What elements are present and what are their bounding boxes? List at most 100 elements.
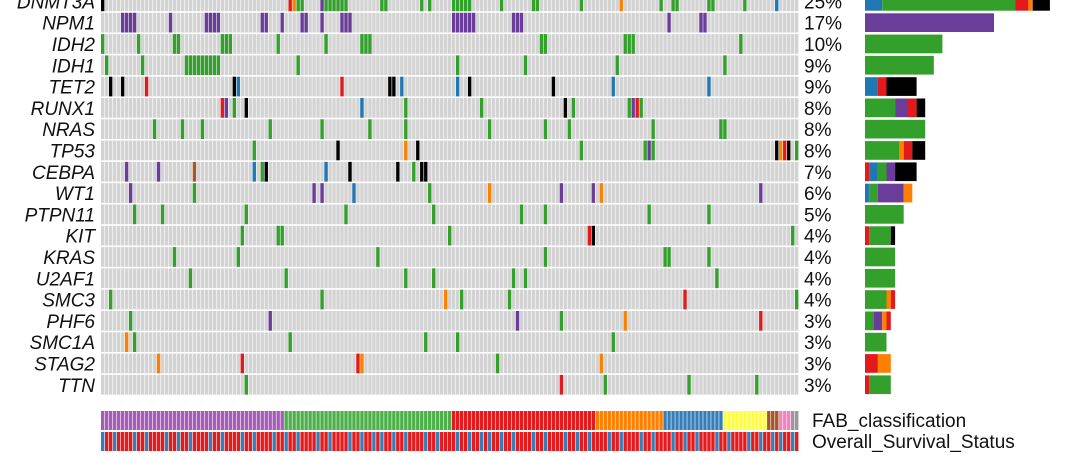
cell-idh1 bbox=[312, 55, 316, 76]
cell-phf6 bbox=[216, 311, 221, 331]
cell-stag2 bbox=[176, 353, 181, 374]
cell-phf6 bbox=[272, 311, 276, 331]
cell-phf6 bbox=[444, 311, 448, 331]
cell-ptpn11 bbox=[611, 204, 615, 225]
cell-cebpa bbox=[312, 161, 316, 182]
cell-tp53 bbox=[491, 140, 496, 161]
cell-kit bbox=[551, 225, 556, 246]
cell-wt1 bbox=[236, 183, 240, 203]
cell-runx1 bbox=[448, 98, 452, 118]
gene-label-dnmt3a: DNMT3A bbox=[17, 0, 95, 13]
cell-u2af1 bbox=[671, 268, 675, 289]
cell-idh1 bbox=[152, 55, 157, 76]
cell-npm1 bbox=[220, 12, 225, 33]
mutation-dnmt3a-missense bbox=[328, 0, 332, 12]
cell-smc3 bbox=[703, 289, 707, 310]
cell-ptpn11 bbox=[631, 204, 635, 225]
cell-smc3 bbox=[148, 289, 153, 310]
cell-cebpa bbox=[511, 161, 516, 182]
cell-smc3 bbox=[332, 289, 336, 310]
os-cell-dead bbox=[384, 432, 388, 451]
fab-cell-group-2 bbox=[372, 411, 376, 430]
cell-cebpa bbox=[663, 161, 667, 182]
cell-u2af1 bbox=[304, 268, 308, 289]
cell-ptpn11 bbox=[320, 204, 324, 225]
cell-runx1 bbox=[128, 98, 133, 118]
cell-phf6 bbox=[495, 311, 500, 331]
cell-smc3 bbox=[627, 289, 631, 310]
cell-idh1 bbox=[635, 55, 639, 76]
mutation-tp53-missense bbox=[252, 140, 256, 161]
cell-u2af1 bbox=[356, 268, 360, 289]
os-cell-dead bbox=[276, 432, 280, 451]
cell-nras bbox=[595, 119, 599, 139]
cell-wt1 bbox=[775, 183, 779, 203]
cell-kras bbox=[475, 247, 480, 267]
cell-ttn bbox=[236, 374, 240, 395]
cell-cebpa bbox=[208, 161, 213, 182]
cell-runx1 bbox=[184, 98, 189, 118]
cell-smc3 bbox=[735, 289, 739, 310]
fab-cell-group-2 bbox=[356, 411, 360, 430]
cell-u2af1 bbox=[116, 268, 121, 289]
cell-nras bbox=[228, 119, 233, 139]
cell-smc1a bbox=[731, 332, 735, 352]
cell-tet2 bbox=[240, 76, 244, 97]
cell-kras bbox=[140, 247, 145, 267]
fab-cell-group-2 bbox=[308, 411, 312, 430]
cell-wt1 bbox=[563, 183, 568, 203]
cell-ptpn11 bbox=[276, 204, 280, 225]
os-cell-alive bbox=[683, 432, 687, 451]
cell-smc1a bbox=[320, 332, 324, 352]
fab-cell-group-4 bbox=[619, 411, 623, 430]
cell-runx1 bbox=[791, 98, 795, 118]
cell-runx1 bbox=[120, 98, 125, 118]
cell-ptpn11 bbox=[515, 204, 520, 225]
cell-phf6 bbox=[471, 311, 476, 331]
cell-kit bbox=[563, 225, 568, 246]
cell-kit bbox=[144, 225, 149, 246]
cell-nras bbox=[436, 119, 440, 139]
cell-stag2 bbox=[256, 353, 260, 374]
cell-tp53 bbox=[240, 140, 244, 161]
mutation-kras-missense bbox=[707, 247, 711, 267]
cell-dnmt3a bbox=[603, 0, 607, 12]
cell-tp53 bbox=[332, 140, 336, 161]
cell-u2af1 bbox=[420, 268, 424, 289]
fab-cell-group-4 bbox=[627, 411, 631, 430]
cell-smc3 bbox=[791, 289, 795, 310]
cell-npm1 bbox=[436, 12, 440, 33]
cell-npm1 bbox=[771, 12, 775, 33]
bar-wt1-splice-site bbox=[903, 183, 913, 203]
cell-wt1 bbox=[360, 183, 364, 203]
cell-smc3 bbox=[731, 289, 735, 310]
cell-tet2 bbox=[432, 76, 436, 97]
mutation-kras-missense bbox=[667, 247, 671, 267]
cell-idh1 bbox=[463, 55, 468, 76]
cell-tp53 bbox=[352, 140, 356, 161]
pct-label-phf6: 3% bbox=[804, 312, 832, 333]
cell-u2af1 bbox=[543, 268, 548, 289]
cell-kras bbox=[783, 247, 787, 267]
cell-cebpa bbox=[747, 161, 751, 182]
cell-tet2 bbox=[451, 76, 456, 97]
cell-tet2 bbox=[312, 76, 316, 97]
cell-u2af1 bbox=[707, 268, 711, 289]
cell-phf6 bbox=[164, 311, 169, 331]
cell-u2af1 bbox=[380, 268, 384, 289]
mutation-npm1-frameshift-del bbox=[320, 12, 324, 33]
cell-kit bbox=[124, 225, 129, 246]
cell-tet2 bbox=[168, 76, 173, 97]
cell-ttn bbox=[156, 374, 161, 395]
cell-tet2 bbox=[304, 76, 308, 97]
gene-label-tp53: TP53 bbox=[50, 141, 96, 162]
os-cell-alive bbox=[284, 432, 288, 451]
cell-kras bbox=[755, 247, 759, 267]
os-cell-dead bbox=[244, 432, 248, 451]
cell-tp53 bbox=[639, 140, 643, 161]
os-cell-dead bbox=[595, 432, 599, 451]
cell-npm1 bbox=[352, 12, 356, 33]
fab-cell-group-1 bbox=[224, 411, 229, 430]
cell-tet2 bbox=[711, 76, 715, 97]
mutation-u2af1-missense bbox=[432, 268, 436, 289]
